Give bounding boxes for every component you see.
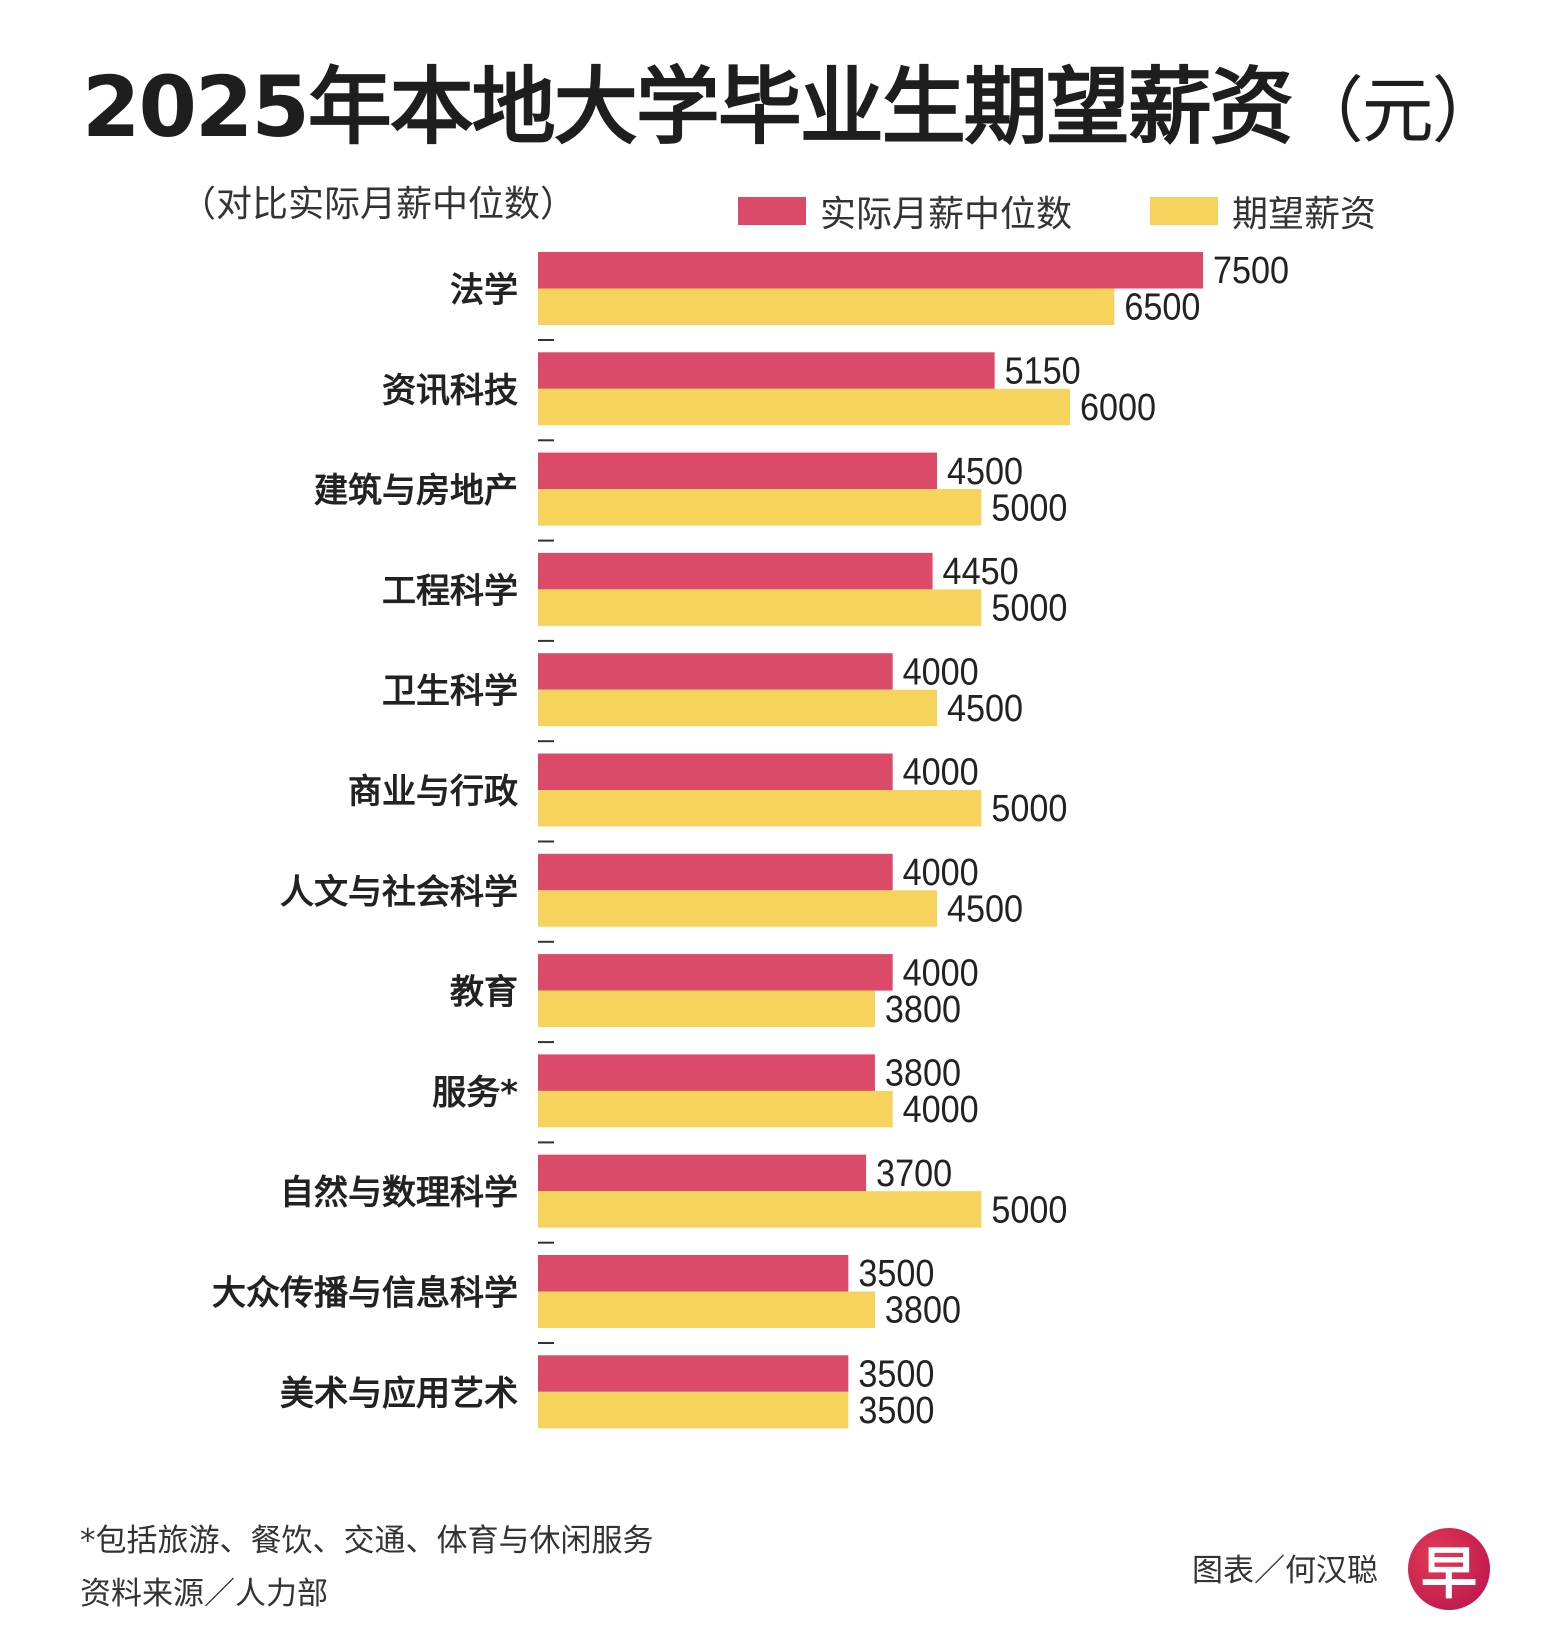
value-label-expected: 6000 [1080, 385, 1156, 428]
value-label-expected: 5000 [991, 586, 1067, 629]
tick-mark [538, 639, 554, 642]
title-text: 2025年本地大学毕业生期望薪资 [82, 58, 1294, 156]
value-label-actual: 4450 [943, 549, 1019, 592]
category-label: 服务* [432, 1073, 518, 1113]
value-label-actual: 3500 [858, 1352, 934, 1395]
bar-expected [538, 388, 1070, 426]
bar-expected [538, 890, 937, 927]
value-label-actual: 3500 [858, 1252, 934, 1295]
tick-mark [538, 1141, 554, 1144]
value-label-expected: 4500 [947, 887, 1023, 930]
category-label: 美术与应用艺术 [280, 1374, 518, 1414]
bar-actual [538, 954, 893, 991]
category-label: 资讯科技 [382, 371, 518, 411]
bar-actual [538, 853, 893, 891]
tick-mark [538, 1041, 554, 1044]
bar-actual [538, 1154, 867, 1192]
value-label-expected: 5000 [991, 1188, 1067, 1231]
bar-expected [538, 990, 875, 1028]
legend-label-actual: 实际月薪中位数 [820, 194, 1073, 235]
legend-swatch-actual [738, 197, 806, 225]
value-label-actual: 3800 [885, 1051, 961, 1094]
bar-actual [538, 352, 995, 389]
value-label-expected: 5000 [991, 486, 1067, 529]
credit: 图表／何汉聪 [1192, 1553, 1378, 1589]
bar-actual [538, 1255, 849, 1292]
category-label: 商业与行政 [348, 772, 518, 812]
tick-mark [538, 740, 554, 743]
tick-mark [538, 1342, 554, 1344]
bar-expected [538, 1291, 875, 1328]
bar-actual [538, 552, 933, 590]
bar-expected [538, 689, 937, 727]
chart-subtitle: （对比实际月薪中位数） [180, 184, 577, 225]
tick-mark [538, 940, 554, 943]
source-note: 资料来源／人力部 [80, 1576, 328, 1612]
value-label-actual: 5150 [1005, 349, 1081, 392]
category-label: 教育 [450, 973, 518, 1013]
tick-mark [538, 840, 554, 843]
legend-label-expected: 期望薪资 [1232, 194, 1377, 235]
value-label-expected: 4000 [903, 1087, 979, 1130]
bar-actual [538, 452, 937, 490]
tick-mark [538, 1241, 554, 1244]
tick-mark [538, 339, 554, 341]
bar-expected [538, 1391, 849, 1429]
legend-item-actual: 实际月薪中位数 [738, 185, 1072, 237]
bar-expected [538, 1090, 893, 1128]
value-label-expected: 3500 [858, 1388, 934, 1431]
value-label-actual: 3700 [876, 1151, 952, 1194]
legend-item-expected: 期望薪资 [1150, 185, 1376, 237]
logo-glyph: 早 [1421, 1541, 1477, 1607]
value-label-expected: 3800 [885, 987, 961, 1030]
bar-actual [538, 1054, 875, 1091]
chart-title: 2025年本地大学毕业生期望薪资（元） [82, 40, 1504, 161]
category-label: 建筑与房地产 [314, 471, 518, 511]
legend-swatch-expected [1150, 197, 1218, 225]
value-label-actual: 4500 [947, 449, 1023, 492]
tick-mark [538, 539, 554, 542]
bar-actual [538, 753, 893, 790]
value-label-expected: 6500 [1124, 285, 1200, 328]
footnote: *包括旅游、餐饮、交通、体育与休闲服务 [80, 1523, 654, 1559]
category-label: 卫生科学 [382, 672, 518, 712]
value-label-expected: 5000 [991, 787, 1067, 830]
category-label: 工程科学 [382, 571, 518, 611]
category-label: 人文与社会科学 [280, 872, 518, 912]
category-label: 自然与数理科学 [280, 1173, 518, 1213]
zaobao-logo: 早 [1408, 1528, 1490, 1610]
value-label-actual: 7500 [1213, 249, 1289, 292]
bar-expected [538, 288, 1115, 325]
bar-actual [538, 653, 893, 690]
value-label-actual: 4000 [903, 951, 979, 994]
title-unit: （元） [1291, 69, 1504, 153]
bar-expected [538, 589, 982, 626]
bar-expected [538, 790, 982, 827]
category-label: 大众传播与信息科学 [212, 1274, 518, 1314]
value-label-expected: 4500 [947, 686, 1023, 729]
value-label-actual: 4000 [903, 850, 979, 893]
tick-mark [538, 439, 554, 442]
category-label: 法学 [450, 271, 518, 311]
bar-actual [538, 252, 1203, 289]
bar-actual [538, 1355, 849, 1392]
value-label-expected: 3800 [885, 1288, 961, 1331]
bar-expected [538, 1191, 982, 1228]
value-label-actual: 4000 [903, 750, 979, 793]
value-label-actual: 4000 [903, 650, 979, 693]
bar-expected [538, 489, 982, 526]
